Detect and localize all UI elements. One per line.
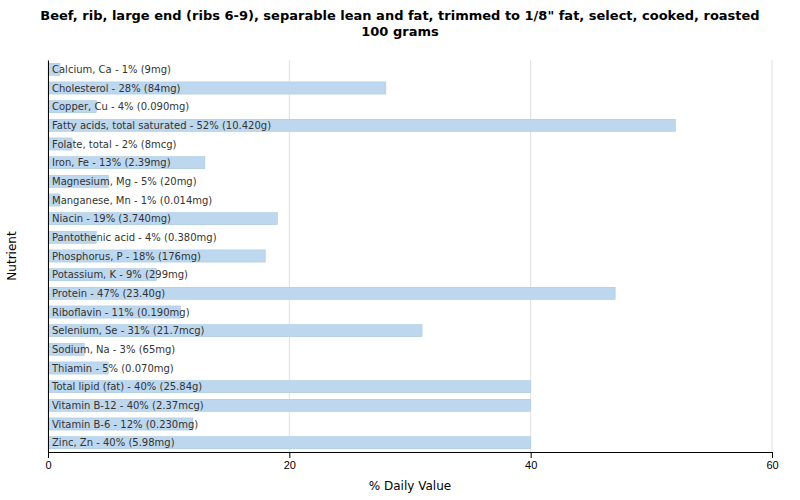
bar-label: Vitamin B-12 - 40% (2.37mcg) xyxy=(52,400,204,411)
bar xyxy=(48,213,277,225)
plot: 0 20 40 60 Calcium, Ca - 1% (9mg) Cholesterol… xyxy=(45,60,778,471)
bar-label: Sodium, Na - 3% (65mg) xyxy=(52,344,175,355)
bar xyxy=(48,250,265,262)
bar xyxy=(48,119,675,131)
bar xyxy=(48,157,205,169)
title-line: Beef, rib, large end (ribs 6-9), separab… xyxy=(40,8,759,23)
grid xyxy=(48,60,772,452)
x-tick: 60 xyxy=(766,452,778,471)
x-tick-mark xyxy=(48,452,49,458)
bar-label: Pantothenic acid - 4% (0.380mg) xyxy=(52,232,217,243)
bar-label: Calcium, Ca - 1% (9mg) xyxy=(52,64,171,75)
bar-label: Iron, Fe - 13% (2.39mg) xyxy=(52,157,171,168)
grid-line xyxy=(289,60,290,452)
x-tick-label: 40 xyxy=(525,459,537,471)
bars xyxy=(48,63,675,448)
bar-label: Zinc, Zn - 40% (5.98mg) xyxy=(52,437,175,448)
x-tick: 0 xyxy=(45,452,51,471)
title: Beef, rib, large end (ribs 6-9), separab… xyxy=(40,8,759,39)
bar-label: Selenium, Se - 31% (21.7mcg) xyxy=(52,325,205,336)
bar-label: Manganese, Mn - 1% (0.014mg) xyxy=(52,195,212,206)
x-tick-mark xyxy=(772,452,773,458)
x-tick-mark xyxy=(289,452,290,458)
x-tick: 20 xyxy=(284,452,296,471)
bar-label: Phosphorus, P - 18% (176mg) xyxy=(52,251,201,262)
x-axis-title: % Daily Value xyxy=(369,479,451,493)
bar-label: Copper, Cu - 4% (0.090mg) xyxy=(52,101,189,112)
bar-label: Thiamin - 5% (0.070mg) xyxy=(51,363,174,374)
bar-labels: Calcium, Ca - 1% (9mg) Cholesterol - 28% … xyxy=(51,64,271,448)
x-tick-label: 60 xyxy=(766,459,778,471)
bar-label: Total lipid (fat) - 40% (25.84g) xyxy=(51,381,202,392)
bar xyxy=(48,325,422,337)
x-tick: 40 xyxy=(525,452,537,471)
bar xyxy=(48,82,386,94)
bar xyxy=(48,287,615,299)
bar-label: Fatty acids, total saturated - 52% (10.4… xyxy=(52,120,271,131)
grid-line xyxy=(530,60,531,452)
bar xyxy=(48,437,531,449)
bar-label: Riboflavin - 11% (0.190mg) xyxy=(52,307,190,318)
grid-line xyxy=(48,60,49,452)
x-axis: 0 20 40 60 xyxy=(45,452,778,471)
bar-label: Folate, total - 2% (8mcg) xyxy=(52,139,177,150)
y-axis-line xyxy=(48,61,49,453)
x-axis-line xyxy=(49,453,773,459)
bar-label: Vitamin B-6 - 12% (0.230mg) xyxy=(52,419,198,430)
y-axis-title: Nutrient xyxy=(5,231,19,281)
chart: 0 20 40 60 Calcium, Ca - 1% (9mg) Cholesterol… xyxy=(0,0,800,500)
bar-label: Protein - 47% (23.40g) xyxy=(52,288,165,299)
bar xyxy=(48,381,531,393)
bar-label: Cholesterol - 28% (84mg) xyxy=(52,83,181,94)
x-tick-label: 0 xyxy=(45,459,51,471)
bar xyxy=(48,399,531,411)
grid-line xyxy=(772,60,773,452)
title-line: 100 grams xyxy=(361,24,439,39)
y-axis xyxy=(48,61,49,453)
bar-label: Magnesium, Mg - 5% (20mg) xyxy=(52,176,197,187)
x-tick-mark xyxy=(531,452,532,458)
bar-label: Potassium, K - 9% (299mg) xyxy=(52,269,188,280)
bar-label: Niacin - 19% (3.740mg) xyxy=(52,213,171,224)
x-tick-label: 20 xyxy=(284,459,296,471)
